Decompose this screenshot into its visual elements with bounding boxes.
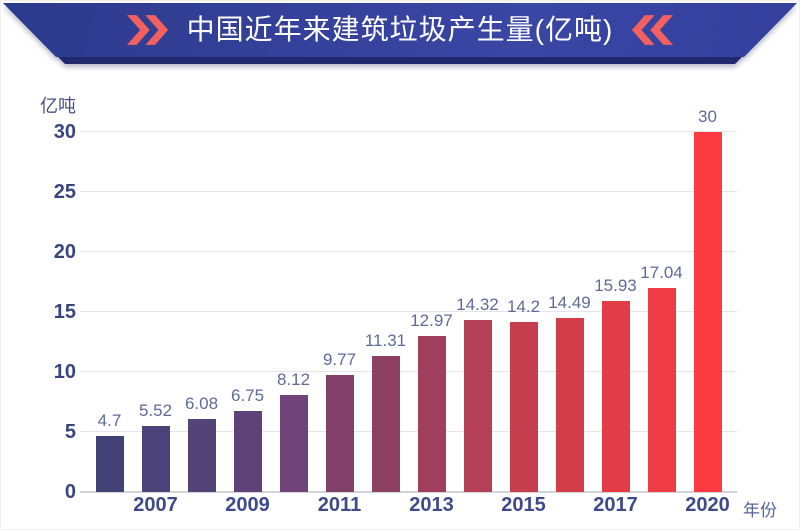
bar-value-label: 17.04	[640, 262, 683, 282]
bar-value-label: 14.32	[456, 295, 499, 315]
gridline-y-0	[80, 491, 737, 493]
bar-value-label: 11.31	[364, 331, 407, 351]
x-tick-label-2013: 2013	[409, 494, 454, 516]
x-tick-label-2009: 2009	[225, 494, 270, 516]
gridline-y-15	[80, 311, 737, 312]
bar-2020	[693, 132, 722, 492]
gridline-y-10	[80, 371, 737, 372]
x-tick-label-2015: 2015	[501, 494, 546, 516]
bar-value-label: 30	[698, 107, 717, 126]
bar-value-label: 4.7	[97, 410, 122, 430]
bar-value-label: 6.08	[184, 394, 219, 414]
bar-year-7	[371, 356, 400, 492]
banner-background	[3, 3, 797, 57]
bar-value-label: 12.97	[410, 311, 453, 331]
y-tick-label-0: 0	[64, 481, 76, 503]
page-title: 中国近年来建筑垃圾产生量(亿吨)	[186, 14, 614, 45]
bar-value-label: 14.2	[506, 296, 541, 316]
double-chevron-left-icon	[632, 15, 674, 45]
y-axis-unit-label: 亿吨	[40, 96, 76, 116]
bar-year-11	[555, 318, 584, 492]
bar-year-9	[463, 320, 492, 492]
x-tick-label-2020: 2020	[685, 494, 730, 516]
bar-2015	[509, 321, 538, 492]
y-tick-label-5: 5	[64, 421, 76, 443]
y-tick-label-10: 10	[53, 361, 76, 383]
banner-underside	[58, 57, 742, 64]
banner-content: 中国近年来建筑垃圾产生量(亿吨)	[0, 3, 800, 57]
bar-2007	[141, 425, 170, 492]
gridline-y-5	[80, 431, 737, 432]
x-tick-label-2017: 2017	[593, 494, 638, 516]
bar-value-label: 15.93	[594, 275, 637, 295]
x-tick-label-2011: 2011	[317, 494, 362, 516]
y-tick-label-20: 20	[53, 241, 76, 263]
bar-2009	[233, 411, 262, 492]
gridline-y-30	[80, 131, 737, 132]
gridline-y-20	[80, 251, 737, 252]
y-tick-label-30: 30	[53, 121, 76, 143]
bar-value-label: 8.12	[276, 369, 311, 389]
x-tick-label-2007: 2007	[133, 494, 178, 516]
bar-year-13	[647, 287, 676, 492]
bar-value-label: 6.75	[230, 386, 265, 405]
bar-value-label: 5.52	[138, 400, 173, 420]
bar-year-3	[187, 419, 216, 492]
bar-2013	[417, 336, 446, 492]
y-tick-label-15: 15	[53, 301, 76, 323]
gridline-y-25	[80, 191, 737, 192]
bar-year-5	[279, 394, 308, 492]
bar-value-label: 9.77	[322, 349, 357, 369]
title-banner: 中国近年来建筑垃圾产生量(亿吨)	[0, 0, 800, 70]
y-tick-label-25: 25	[53, 181, 76, 203]
double-chevron-right-icon	[126, 15, 168, 45]
bar-2011	[325, 374, 354, 492]
bar-value-label: 14.49	[548, 293, 591, 313]
x-axis-label: 年份	[743, 501, 777, 520]
bar-2017	[601, 300, 630, 492]
bar-year-1	[95, 435, 124, 492]
